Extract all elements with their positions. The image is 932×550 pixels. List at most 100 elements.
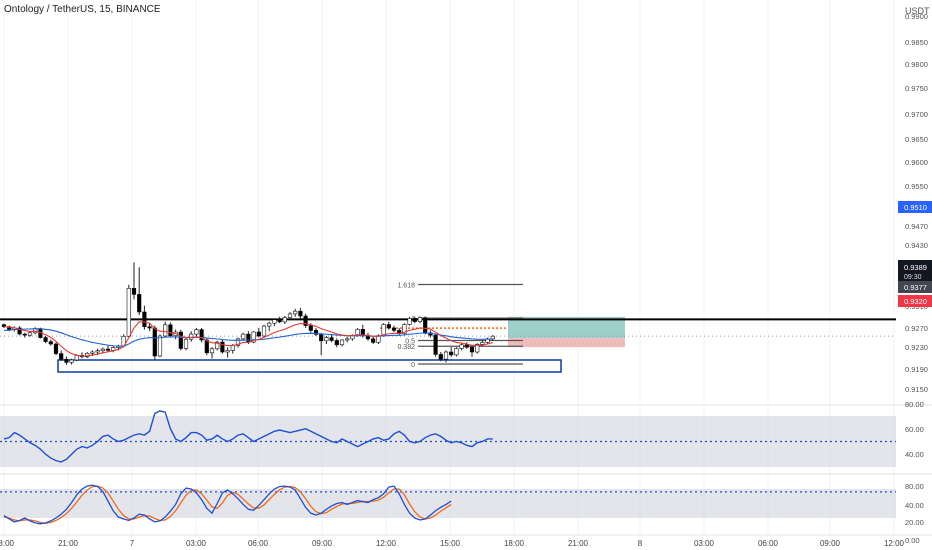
candle-body [272,319,277,324]
candle-body [152,327,157,357]
price-tick-label: 0.9190 [905,365,928,374]
price-tick-label: 0.9600 [905,158,928,167]
candle-body [464,344,469,348]
candle-body [391,327,397,331]
candle-body [345,338,350,341]
chart-title: Ontology / TetherUS, 15, BINANCE [4,4,161,15]
candle-body [59,353,64,360]
candles [1,262,495,365]
rsi-tick-label: 80.00 [905,400,924,409]
candle-body [324,337,329,342]
time-tick-label: 03:00 [186,539,207,548]
candle-body [298,310,303,317]
candle-body [100,348,105,352]
price-tick-label: 0.9800 [905,60,928,69]
candle-body [412,318,417,322]
currency-label: USDT [905,6,930,16]
price-tick-label: 0.9550 [905,182,928,191]
candle-body [267,322,272,327]
price-axis[interactable]: 0.9900 0.9850 0.9800 0.9750 0.9700 0.9650 0.96… [898,12,932,545]
candle-body [454,348,459,356]
price-tick-label: 0.9150 [905,385,928,394]
stop-loss-zone [508,338,625,348]
stop-price-tag: 0.9320 [904,297,927,306]
candle-body [417,317,423,322]
candle-body [69,359,74,363]
candle-body [230,345,235,351]
candle-body [235,338,241,346]
candle-body [64,358,69,363]
time-tick-label: 09:00 [820,539,841,548]
candle-body [246,333,251,343]
candle-body [168,324,173,336]
candle-body [126,288,131,337]
candle-body [183,338,189,349]
time-tick-label: 06:00 [758,539,779,548]
price-tick-label: 0.9270 [905,324,928,333]
entry-price-tag: 0.9377 [904,283,927,292]
price-tick-label: 0.9850 [905,38,928,47]
candle-body [459,344,464,349]
candle-body [215,341,220,350]
candle-body [469,346,475,353]
candle-body [251,331,256,343]
candle-body [443,351,449,360]
candle-body [209,348,215,354]
time-tick-label: 8 [638,539,643,548]
candle-body [339,339,345,346]
candle-body [105,348,111,351]
current-price-tag-bg [898,260,932,282]
candle-body [22,333,27,336]
indicator-panes [0,410,896,525]
candle-body [423,317,428,334]
price-tick-label: 0.9900 [905,12,928,21]
fib-level-label: 0.5 [405,338,415,345]
candle-body [178,331,183,349]
fib-level-label: 0.382 [397,344,415,351]
stop-price-tag-bg [898,295,932,307]
time-tick-label: 21:00 [568,539,589,548]
candle-body [480,342,485,345]
support-box [57,359,562,373]
time-axis[interactable]: 18:00 21:00 7 03:00 06:00 09:00 12:00 15:00 18:0… [0,539,905,548]
time-tick-label: 09:00 [312,539,333,548]
candle-body [220,341,225,353]
candle-body [189,333,194,340]
candle-body [204,339,209,354]
position-zones [508,316,625,348]
candle-body [433,334,438,355]
candle-body [225,350,230,353]
time-tick-label: 12:00 [376,539,397,548]
ma-slow-line [3,328,493,347]
price-tick-label: 0.9470 [905,222,928,231]
stoch-tick-label: 20.00 [905,518,924,527]
candle-body [319,334,324,342]
candle-body [48,341,53,345]
candle-body [199,329,204,341]
candle-body [313,330,319,335]
stoch-k-line [3,484,452,525]
current-price-tag: 0.9389 [904,263,927,272]
target-price-tag-bg [898,201,932,213]
candle-body [131,288,137,295]
price-tick-label: 0.9750 [905,84,928,93]
price-tick-label: 0.9430 [905,241,928,250]
candle-body [17,327,22,335]
candle-body [475,344,480,353]
stoch-tick-label: 40.00 [905,501,924,510]
target-price-tag: 0.9510 [904,203,927,212]
candle-body [256,331,261,337]
rsi-tick-label: 60.00 [905,425,924,434]
time-tick-label: 7 [130,539,135,548]
candle-body [241,333,246,340]
time-tick-label: 03:00 [694,539,715,548]
time-tick-label: 06:00 [248,539,269,548]
candle-body [334,340,339,346]
candle-body [371,338,376,343]
candle-body [27,332,33,336]
rsi-tick-label: 40.00 [905,450,924,459]
candle-body [407,318,412,325]
candle-body [137,294,142,313]
take-profit-zone [508,316,625,339]
